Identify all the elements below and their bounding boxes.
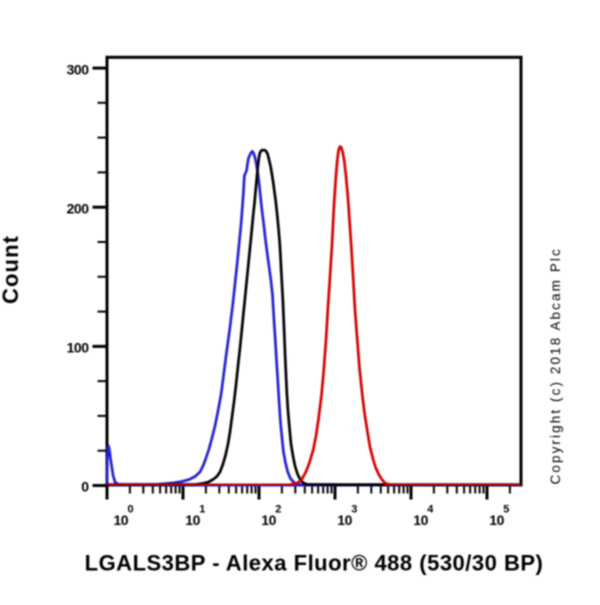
svg-text:10: 10 (261, 512, 276, 528)
svg-text:100: 100 (67, 340, 90, 356)
svg-text:5: 5 (503, 504, 509, 516)
svg-text:LGALS3BP - Alexa Fluor® 488 (5: LGALS3BP - Alexa Fluor® 488 (530/30 BP) (85, 551, 544, 576)
svg-text:3: 3 (351, 504, 357, 516)
svg-text:0: 0 (81, 479, 89, 495)
svg-text:Count: Count (0, 235, 23, 304)
svg-text:1: 1 (199, 504, 205, 516)
svg-text:10: 10 (114, 512, 129, 528)
svg-text:4: 4 (427, 504, 434, 516)
svg-text:2: 2 (275, 504, 281, 516)
svg-text:0: 0 (128, 504, 134, 516)
svg-text:10: 10 (337, 512, 352, 528)
svg-text:Copyright (c) 2018 Abcam Plc: Copyright (c) 2018 Abcam Plc (548, 247, 563, 484)
svg-text:200: 200 (67, 200, 90, 216)
svg-text:10: 10 (489, 512, 504, 528)
svg-text:10: 10 (413, 512, 428, 528)
svg-text:10: 10 (185, 512, 200, 528)
svg-text:300: 300 (67, 61, 90, 77)
